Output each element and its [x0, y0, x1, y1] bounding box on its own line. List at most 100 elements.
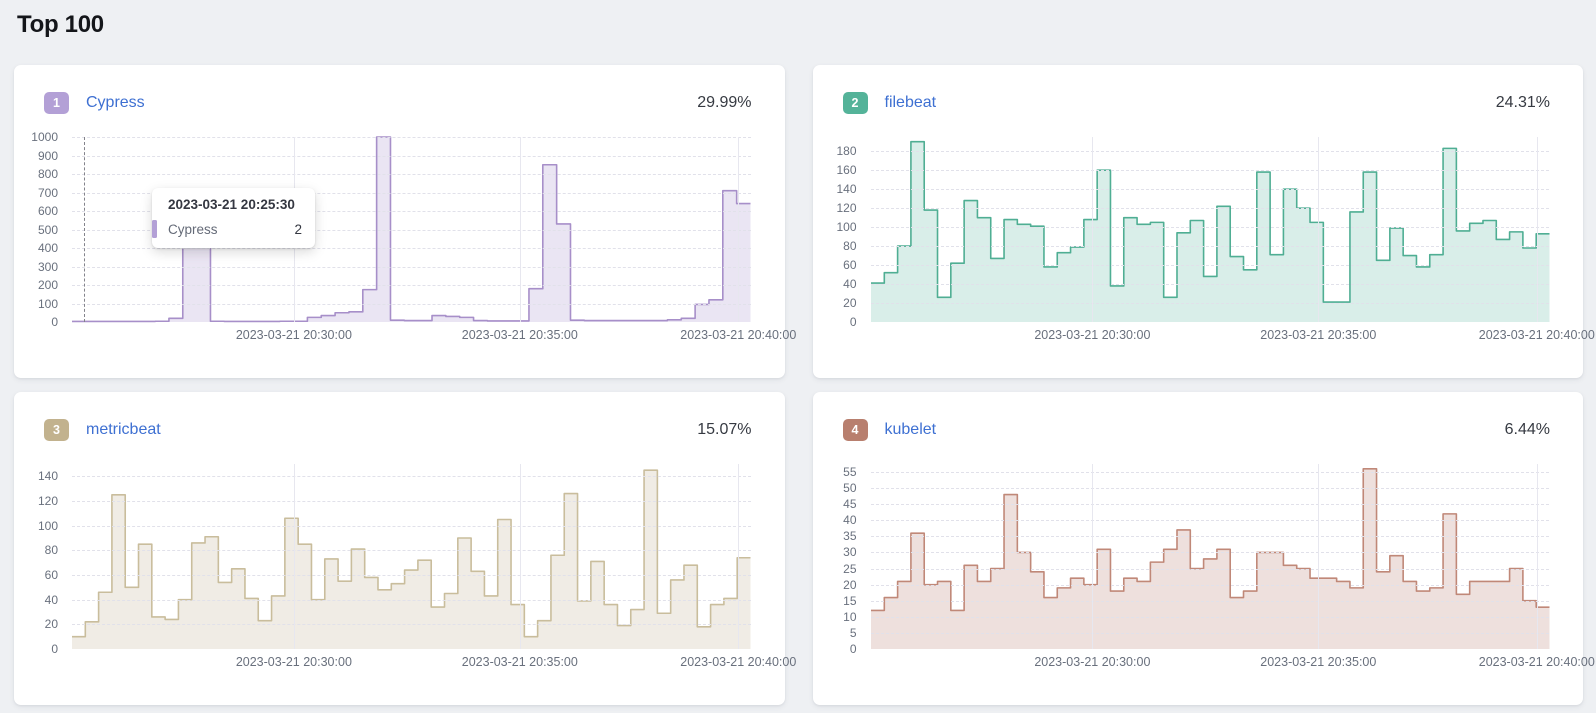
x-tick-label: 2023-03-21 20:40:00 [680, 655, 797, 669]
y-tick-label: 100 [37, 296, 58, 311]
h-gridline [870, 227, 1549, 229]
area-fill [870, 141, 1549, 322]
y-tick-label: 5 [849, 625, 857, 640]
chart-plot-area[interactable] [870, 137, 1550, 322]
y-tick-label: 25 [843, 561, 857, 576]
h-gridline [870, 170, 1549, 172]
x-tick-label: 2023-03-21 20:35:00 [1260, 655, 1377, 669]
y-tick-label: 30 [843, 545, 857, 560]
y-tick-label: 100 [37, 518, 58, 533]
step-area-chart [870, 137, 1550, 322]
rank-badge: 2 [842, 92, 868, 114]
tooltip-series-name: Cypress [168, 221, 218, 237]
h-gridline [72, 248, 751, 249]
percent-value: 6.44% [1504, 421, 1550, 438]
h-gridline [870, 284, 1549, 286]
x-axis-labels: 2023-03-21 20:30:00 2023-03-21 20:35:00 20… [871, 328, 1595, 344]
v-gridline [1092, 137, 1094, 322]
v-gridline [1536, 137, 1538, 322]
h-gridline [870, 600, 1549, 602]
h-gridline [72, 192, 751, 194]
h-gridline [72, 137, 751, 138]
y-tick-label: 100 [836, 220, 857, 235]
x-tick-label: 2023-03-21 20:40:00 [680, 328, 797, 342]
chart-tooltip: 2023-03-21 20:25:30 Cypress 2 [152, 188, 315, 248]
y-tick-label: 200 [37, 278, 58, 292]
x-tick-label: 2023-03-21 20:30:00 [1034, 328, 1151, 342]
chart-plot-area[interactable] [870, 464, 1550, 649]
series-name-link[interactable]: Cypress [86, 94, 145, 111]
y-tick-label: 900 [37, 148, 58, 163]
x-tick-label: 2023-03-21 20:35:00 [1260, 328, 1377, 342]
v-gridline [1318, 464, 1320, 649]
h-gridline [870, 303, 1549, 305]
h-gridline [72, 501, 751, 502]
x-axis-labels: 2023-03-21 20:30:00 2023-03-21 20:35:00 20… [72, 655, 797, 671]
v-gridline [519, 137, 521, 322]
x-tick-label: 2023-03-21 20:30:00 [1034, 655, 1151, 669]
h-gridline [870, 488, 1549, 490]
y-tick-label: 140 [836, 182, 857, 197]
y-tick-label: 120 [836, 201, 857, 216]
area-line [871, 469, 1550, 611]
y-axis-labels: 0 20 40 60 80 100 120 140 [14, 464, 65, 656]
y-tick-label: 300 [37, 259, 58, 274]
panel-header: 2 filebeat 24.31% [842, 91, 1550, 115]
y-axis-labels: 0 20 40 60 80 100 120 140 160 180 [813, 137, 864, 329]
y-tick-label: 0 [51, 315, 58, 329]
y-tick-label: 20 [843, 296, 857, 311]
h-gridline [72, 155, 751, 157]
v-gridline [738, 137, 740, 322]
x-tick-label: 2023-03-21 20:30:00 [235, 328, 352, 342]
v-gridline [738, 464, 740, 649]
h-gridline [72, 525, 751, 527]
h-gridline [72, 476, 751, 478]
area-fill [72, 470, 751, 649]
x-axis-labels: 2023-03-21 20:30:00 2023-03-21 20:35:00 20… [871, 655, 1595, 671]
h-gridline [870, 520, 1549, 522]
x-tick-label: 2023-03-21 20:35:00 [461, 655, 578, 669]
series-name-link[interactable]: kubelet [884, 421, 937, 438]
y-tick-label: 0 [51, 642, 58, 656]
step-area-chart [72, 464, 751, 649]
y-tick-label: 60 [843, 258, 857, 273]
h-gridline [870, 536, 1549, 538]
v-gridline [1092, 464, 1094, 649]
tooltip-series-row: Cypress 2 [152, 220, 302, 238]
series-name-link[interactable]: filebeat [884, 94, 937, 111]
h-gridline [870, 568, 1549, 570]
rank-badge: 1 [44, 92, 69, 114]
y-tick-label: 40 [44, 592, 58, 607]
area-line [871, 142, 1550, 302]
y-tick-label: 500 [37, 222, 58, 237]
h-gridline [870, 552, 1549, 554]
x-tick-label: 2023-03-21 20:40:00 [1478, 655, 1595, 669]
panel-metricbeat: 3 metricbeat 15.07% 0 20 40 60 80 100 120 140 2… [14, 392, 797, 705]
h-gridline [870, 246, 1549, 248]
y-tick-label: 140 [37, 469, 58, 484]
h-gridline [72, 174, 751, 175]
y-tick-label: 160 [836, 163, 857, 178]
y-tick-label: 40 [843, 277, 857, 292]
y-tick-label: 800 [37, 167, 58, 181]
h-gridline [72, 303, 751, 305]
step-area-chart [870, 464, 1550, 649]
series-name-link[interactable]: metricbeat [86, 421, 161, 438]
tooltip-series-value: 2 [294, 221, 302, 237]
y-tick-label: 600 [37, 204, 58, 218]
y-tick-label: 400 [37, 241, 58, 255]
y-tick-label: 180 [836, 144, 857, 159]
y-tick-label: 20 [843, 577, 857, 592]
y-tick-label: 0 [849, 315, 857, 329]
h-gridline [72, 229, 751, 231]
y-tick-label: 120 [37, 494, 58, 508]
rank-badge: 4 [842, 419, 868, 441]
h-gridline [72, 550, 751, 552]
y-tick-label: 35 [843, 529, 857, 544]
hover-crosshair-line [84, 137, 86, 322]
h-gridline [72, 599, 751, 601]
panel-kubelet: 4 kubelet 6.44% 0 5 10 15 20 25 30 35 40 45 50 55 2… [812, 392, 1595, 705]
h-gridline [870, 208, 1549, 210]
y-tick-label: 20 [44, 617, 58, 632]
chart-plot-area[interactable] [72, 464, 751, 649]
